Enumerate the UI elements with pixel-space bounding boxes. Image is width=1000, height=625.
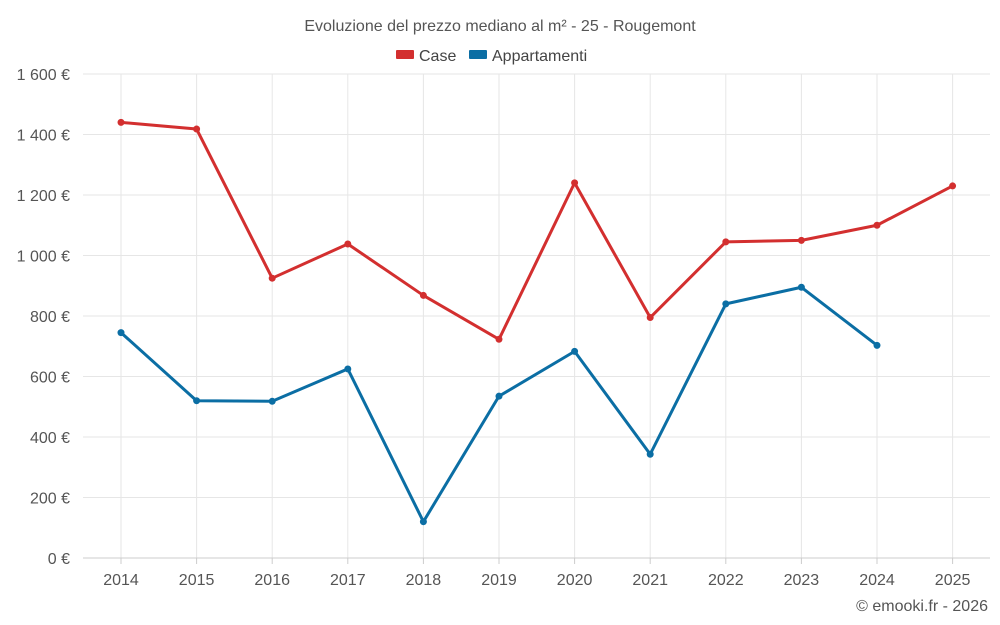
legend-item-case[interactable]: Case bbox=[396, 48, 456, 65]
y-tick-label: 1 000 € bbox=[17, 249, 70, 266]
x-tick-label: 2016 bbox=[254, 572, 290, 589]
legend-swatch-case bbox=[396, 50, 414, 59]
series-case bbox=[117, 118, 957, 343]
data-point-case[interactable] bbox=[193, 125, 201, 133]
y-tick-label: 1 200 € bbox=[17, 188, 70, 205]
x-axis-ticks: 2014 2015 2016 2017 2018 2019 2020 2021 2022 2023… bbox=[103, 558, 970, 589]
x-tick-label: 2014 bbox=[103, 572, 139, 589]
data-point-appartamenti[interactable] bbox=[646, 450, 654, 458]
data-point-case[interactable] bbox=[268, 274, 276, 282]
data-point-appartamenti[interactable] bbox=[797, 283, 805, 291]
data-point-case[interactable] bbox=[646, 314, 654, 322]
data-point-case[interactable] bbox=[949, 182, 957, 190]
legend-item-appartamenti[interactable]: Appartamenti bbox=[469, 48, 587, 65]
x-tick-label: 2024 bbox=[859, 572, 895, 589]
data-point-appartamenti[interactable] bbox=[193, 397, 201, 405]
x-tick-label: 2019 bbox=[481, 572, 517, 589]
y-axis-ticks: 0 € 200 € 400 € 600 € 800 € 1 000 € 1 200 € 1 4… bbox=[17, 67, 70, 568]
legend-label-case: Case bbox=[419, 48, 456, 65]
legend-label-appartamenti: Appartamenti bbox=[492, 48, 587, 65]
data-point-case[interactable] bbox=[873, 221, 881, 229]
data-point-case[interactable] bbox=[797, 236, 805, 244]
y-tick-label: 200 € bbox=[30, 491, 70, 508]
data-point-appartamenti[interactable] bbox=[722, 300, 730, 308]
data-point-case[interactable] bbox=[571, 179, 579, 187]
y-tick-label: 0 € bbox=[48, 551, 70, 568]
y-tick-label: 1 600 € bbox=[17, 67, 70, 84]
data-point-appartamenti[interactable] bbox=[495, 392, 503, 400]
data-point-case[interactable] bbox=[722, 238, 730, 246]
data-point-case[interactable] bbox=[419, 291, 427, 299]
x-tick-label: 2017 bbox=[330, 572, 366, 589]
chart-title: Evoluzione del prezzo mediano al m² - 25… bbox=[304, 18, 696, 35]
legend: Case Appartamenti bbox=[396, 48, 587, 65]
grid bbox=[83, 73, 990, 558]
data-point-appartamenti[interactable] bbox=[873, 341, 881, 349]
x-tick-label: 2021 bbox=[632, 572, 668, 589]
series bbox=[117, 118, 957, 526]
y-tick-label: 400 € bbox=[30, 430, 70, 447]
data-point-case[interactable] bbox=[495, 335, 503, 343]
x-tick-label: 2022 bbox=[708, 572, 744, 589]
data-point-case[interactable] bbox=[344, 240, 352, 248]
data-point-case[interactable] bbox=[117, 118, 125, 126]
data-point-appartamenti[interactable] bbox=[268, 397, 276, 405]
x-tick-label: 2023 bbox=[784, 572, 820, 589]
x-tick-label: 2020 bbox=[557, 572, 593, 589]
y-tick-label: 800 € bbox=[30, 309, 70, 326]
y-tick-label: 1 400 € bbox=[17, 128, 70, 145]
y-tick-label: 600 € bbox=[30, 370, 70, 387]
data-point-appartamenti[interactable] bbox=[344, 365, 352, 373]
data-point-appartamenti[interactable] bbox=[419, 518, 427, 526]
legend-swatch-appartamenti bbox=[469, 50, 487, 59]
data-point-appartamenti[interactable] bbox=[117, 329, 125, 337]
series-appartamenti bbox=[117, 283, 881, 526]
series-line-case bbox=[119, 120, 955, 341]
x-tick-label: 2015 bbox=[179, 572, 215, 589]
x-tick-label: 2025 bbox=[935, 572, 971, 589]
credit-text: © emooki.fr - 2026 bbox=[856, 598, 988, 615]
x-tick-label: 2018 bbox=[406, 572, 442, 589]
data-point-appartamenti[interactable] bbox=[571, 347, 579, 355]
